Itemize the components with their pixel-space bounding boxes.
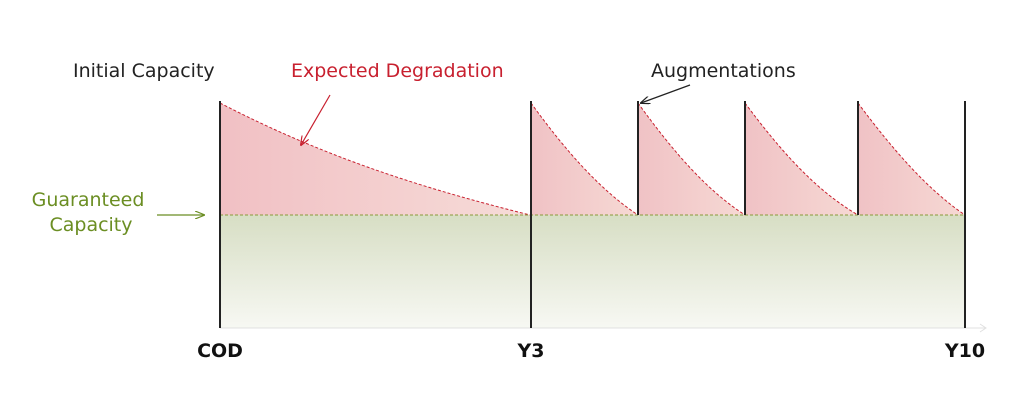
degradation-arrow <box>301 94 331 145</box>
tick-label-y10: Y10 <box>944 340 985 362</box>
degradation-curve-2 <box>637 102 746 216</box>
degradation-curve-3 <box>744 102 859 216</box>
degradation-curve-1 <box>530 102 639 216</box>
degradation-region-2 <box>638 103 745 215</box>
tick-label-y3: Y3 <box>517 340 545 362</box>
guaranteed-capacity-label-line1: Guaranteed <box>32 189 145 211</box>
degradation-region-4 <box>858 103 965 215</box>
initial-capacity-label: Initial Capacity <box>73 60 215 82</box>
augmentations-arrow <box>641 84 691 103</box>
degradation-region-initial <box>220 103 530 215</box>
degradation-region-3 <box>745 103 858 215</box>
x-axis-arrow <box>979 323 987 333</box>
guaranteed-capacity-region <box>220 215 965 328</box>
degradation-curve-initial <box>219 102 531 216</box>
tick-label-cod: COD <box>197 340 243 362</box>
expected-degradation-label: Expected Degradation <box>291 60 504 82</box>
degradation-region-1 <box>531 103 638 215</box>
guaranteed-capacity-label-line2: Capacity <box>49 214 132 236</box>
augmentations-label: Augmentations <box>651 60 796 82</box>
degradation-curve-4 <box>857 102 966 216</box>
